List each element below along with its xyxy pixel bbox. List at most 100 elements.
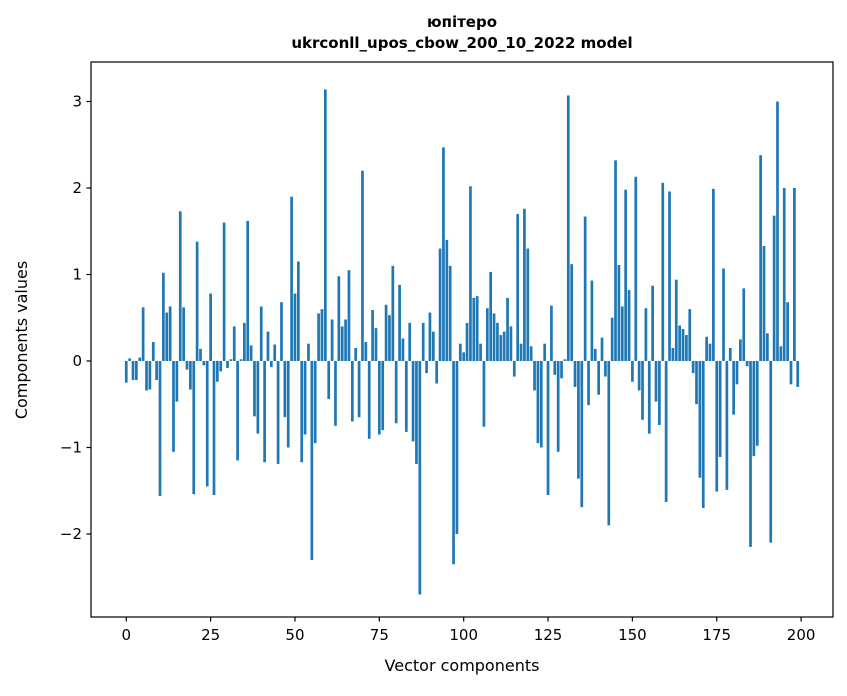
bar	[286, 360, 290, 448]
x-tick-label: 150	[618, 626, 647, 644]
y-tick-label: 0	[72, 352, 82, 370]
bar	[384, 304, 388, 361]
ticks-group: 0 25 50 75 100 125 150 175 200 3 2 1 0 −1 −2	[60, 93, 816, 644]
bar	[725, 360, 729, 490]
bar	[162, 272, 165, 361]
bar	[290, 196, 293, 361]
bar	[539, 360, 543, 448]
bar	[381, 360, 385, 431]
bar	[135, 360, 138, 381]
bar	[421, 322, 425, 361]
y-tick-label: 3	[72, 93, 82, 111]
bar	[472, 297, 476, 361]
bar	[347, 270, 351, 361]
bar	[364, 341, 368, 361]
bar	[212, 360, 216, 496]
bar	[577, 360, 580, 479]
bar	[482, 360, 486, 427]
bar	[425, 360, 428, 374]
bar	[209, 293, 212, 361]
bar	[391, 265, 395, 361]
bar	[138, 357, 142, 361]
bar	[243, 322, 246, 361]
bar	[195, 241, 199, 361]
bar	[570, 264, 574, 361]
bar	[523, 208, 526, 361]
bar	[158, 360, 162, 496]
bar	[681, 328, 685, 361]
bar	[229, 359, 233, 361]
bar	[458, 343, 462, 361]
bar	[404, 360, 408, 432]
bar	[418, 360, 422, 595]
bar	[695, 360, 698, 405]
bar	[270, 360, 273, 368]
bar	[141, 307, 145, 361]
bar	[529, 346, 533, 361]
bar	[519, 343, 523, 361]
bar	[401, 338, 405, 361]
bar	[722, 268, 725, 361]
bar	[148, 360, 152, 390]
bar	[334, 360, 337, 426]
bar	[283, 360, 287, 418]
bar	[492, 313, 496, 361]
bar	[793, 188, 796, 361]
bar	[327, 360, 331, 400]
x-tick-label: 200	[787, 626, 816, 644]
bar	[232, 326, 236, 361]
bar	[371, 309, 374, 361]
bar	[509, 326, 513, 361]
bar	[320, 309, 324, 361]
bar	[313, 360, 317, 444]
bar	[634, 176, 638, 361]
bar	[124, 360, 128, 383]
bar	[685, 335, 688, 361]
bar	[560, 360, 563, 379]
bars-group	[124, 89, 800, 595]
bar	[475, 296, 479, 361]
y-axis-label: Components values	[12, 261, 31, 419]
bar	[469, 186, 472, 361]
bar	[708, 343, 712, 361]
bar	[445, 239, 449, 361]
bar	[408, 322, 412, 361]
bar	[189, 360, 192, 390]
bar	[303, 360, 307, 435]
bar	[779, 346, 783, 361]
bar	[661, 182, 665, 361]
bar	[512, 360, 516, 377]
bar	[266, 331, 270, 361]
bar	[489, 271, 493, 361]
bar	[607, 360, 611, 526]
bar	[796, 360, 800, 387]
bar	[280, 302, 283, 361]
bar	[276, 360, 280, 464]
bar	[431, 331, 435, 361]
y-tick-label: −2	[60, 525, 82, 543]
bar	[131, 360, 135, 381]
bar	[691, 360, 695, 374]
bar	[172, 360, 175, 452]
bar	[165, 312, 169, 361]
bar	[759, 155, 762, 361]
bar	[786, 302, 789, 361]
bar	[772, 215, 776, 361]
bar	[317, 313, 320, 361]
bar	[297, 261, 300, 361]
y-tick-label: 2	[72, 179, 82, 197]
bar	[543, 343, 547, 361]
bar	[749, 360, 752, 547]
bar	[185, 360, 189, 370]
bar	[273, 344, 277, 361]
bar	[712, 188, 715, 361]
bar	[300, 360, 304, 463]
bar	[536, 360, 540, 444]
bar	[253, 360, 256, 417]
bar	[178, 211, 182, 361]
bar	[145, 360, 148, 391]
bar	[344, 319, 347, 361]
x-tick-label: 50	[285, 626, 304, 644]
bar	[658, 360, 661, 425]
bar	[259, 306, 263, 361]
